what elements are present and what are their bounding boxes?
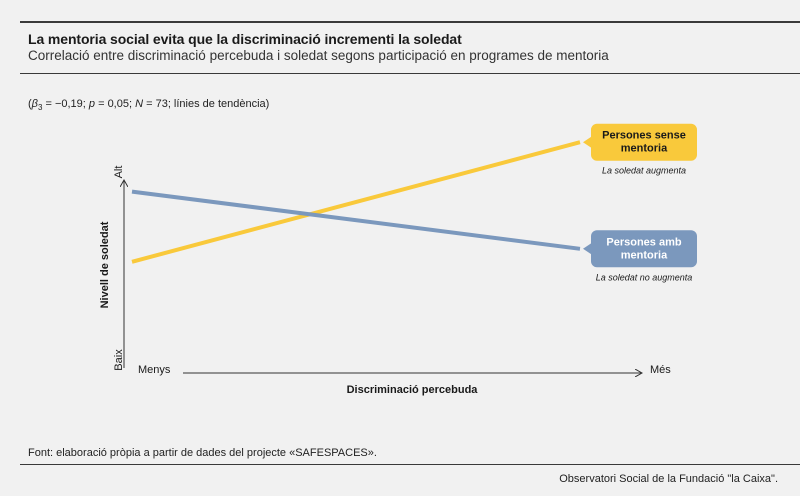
callout-box-sense-mentoria — [591, 123, 697, 161]
series-label-line-1: Persones amb — [606, 236, 681, 248]
beta-subscript: 3 — [37, 103, 43, 113]
beta-value: = −0,19; — [42, 98, 89, 110]
series-note-sense-mentoria: La soledat augmenta — [602, 166, 686, 176]
y-axis-label: Nivell de soledat — [99, 221, 111, 308]
series-label-line-1: Persones sense — [602, 130, 686, 142]
chart-subtitle: Correlació entre discriminació percebuda… — [28, 48, 609, 63]
trend-line-amb-mentoria — [131, 189, 581, 251]
x-axis-label: Discriminació percebuda — [347, 384, 479, 396]
header-rule — [20, 73, 800, 74]
callout-pointer-sense-mentoria — [583, 136, 592, 149]
n-value: = 73; línies de tendència) — [143, 98, 270, 110]
callout-box-amb-mentoria — [591, 230, 697, 268]
credit-note: Observatori Social de la Fundació "la Ca… — [559, 473, 778, 485]
p-value: = 0,05; — [95, 98, 136, 110]
series-label-sense-mentoria: Persones sense mentoria — [602, 130, 686, 155]
p-symbol: p — [88, 98, 96, 110]
n-symbol: N — [135, 98, 144, 110]
x-tick-low: Menys — [138, 364, 171, 376]
series-label-amb-mentoria: Persones amb mentoria — [606, 236, 681, 261]
stats-note: (β3 = −0,19; p = 0,05; N = 73; línies de… — [28, 98, 270, 113]
footer-rule — [20, 464, 800, 465]
trend-line-sense-mentoria — [131, 140, 581, 264]
series-label-line-2: mentoria — [621, 143, 668, 155]
y-tick-low: Baix — [113, 349, 125, 371]
source-note: Font: elaboració pròpia a partir de dade… — [28, 447, 377, 459]
y-tick-high: Alt — [113, 166, 125, 179]
series-note-amb-mentoria: La soledat no augmenta — [596, 272, 693, 282]
chart-title: La mentoria social evita que la discrimi… — [28, 31, 462, 47]
series-label-line-2: mentoria — [621, 249, 668, 261]
callout-pointer-amb-mentoria — [583, 242, 592, 255]
top-rule — [20, 21, 800, 23]
x-tick-high: Més — [650, 364, 671, 376]
beta-symbol: β — [31, 98, 38, 110]
